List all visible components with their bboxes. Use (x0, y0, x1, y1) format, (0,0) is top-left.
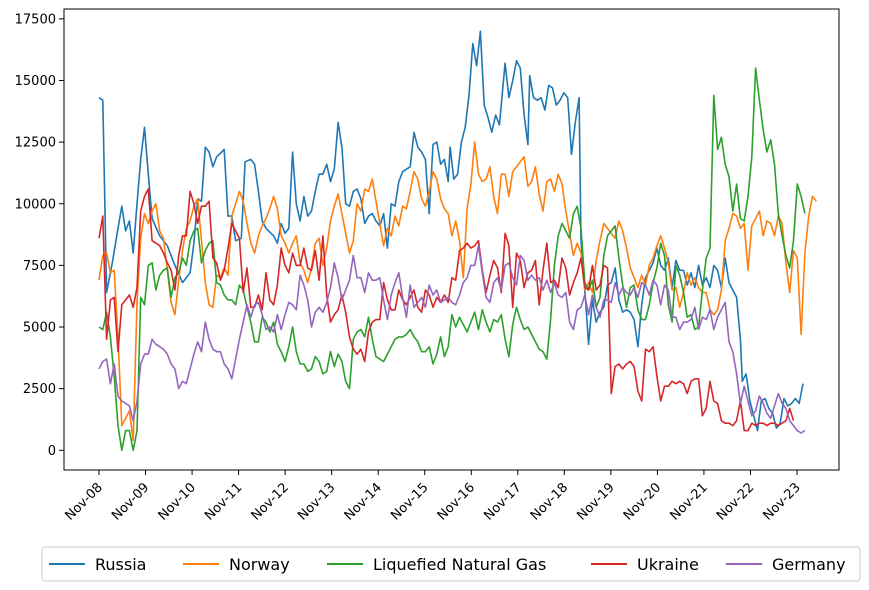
x-axis: Nov-08 Nov-09 Nov-10 Nov-11 Nov-12 Nov-13 Nov-… (63, 470, 804, 524)
y-tick-label: 2500 (23, 382, 56, 397)
x-tick-label: Nov-09 (109, 480, 152, 523)
x-tick-label: Nov-15 (388, 480, 431, 523)
series-line-liquefied-natural-gas (98, 67, 806, 452)
x-tick-label: Nov-18 (528, 480, 571, 523)
legend-label: Ukraine (637, 555, 699, 574)
x-tick-label: Nov-22 (714, 480, 757, 523)
legend-box (41, 546, 861, 582)
x-tick-label: Nov-16 (435, 480, 478, 523)
series-layer (98, 30, 817, 452)
y-tick-label: 0 (48, 444, 56, 459)
x-tick-label: Nov-23 (761, 480, 804, 523)
x-tick-label: Nov-08 (63, 480, 106, 523)
x-tick-label: Nov-10 (156, 480, 199, 523)
y-tick-label: 15000 (15, 74, 56, 89)
series-line-germany (98, 244, 806, 434)
legend-label: Liquefied Natural Gas (373, 555, 546, 574)
plot-area (63, 8, 840, 471)
x-tick-label: Nov-20 (621, 480, 664, 523)
x-tick-label: Nov-13 (295, 480, 338, 523)
y-tick-label: 5000 (23, 321, 56, 336)
x-tick-label: Nov-11 (202, 480, 245, 523)
x-tick-label: Nov-19 (574, 480, 617, 523)
y-tick-label: 12500 (15, 136, 56, 151)
legend-label: Norway (229, 555, 290, 574)
y-axis: 0 2500 5000 7500 10000 12500 15000 17500 (15, 12, 64, 459)
x-tick-label: Nov-21 (667, 480, 710, 523)
x-tick-label: Nov-17 (481, 480, 524, 523)
legend: Russia Norway Liquefied Natural Gas Ukraine… (41, 546, 861, 582)
x-tick-label: Nov-14 (342, 480, 385, 523)
y-tick-label: 7500 (23, 259, 56, 274)
x-tick-label: Nov-12 (249, 480, 292, 523)
y-tick-label: 17500 (15, 12, 56, 27)
legend-label: Russia (95, 555, 146, 574)
series-line-norway (98, 141, 817, 442)
y-tick-label: 10000 (15, 197, 56, 212)
legend-label: Germany (772, 555, 846, 574)
